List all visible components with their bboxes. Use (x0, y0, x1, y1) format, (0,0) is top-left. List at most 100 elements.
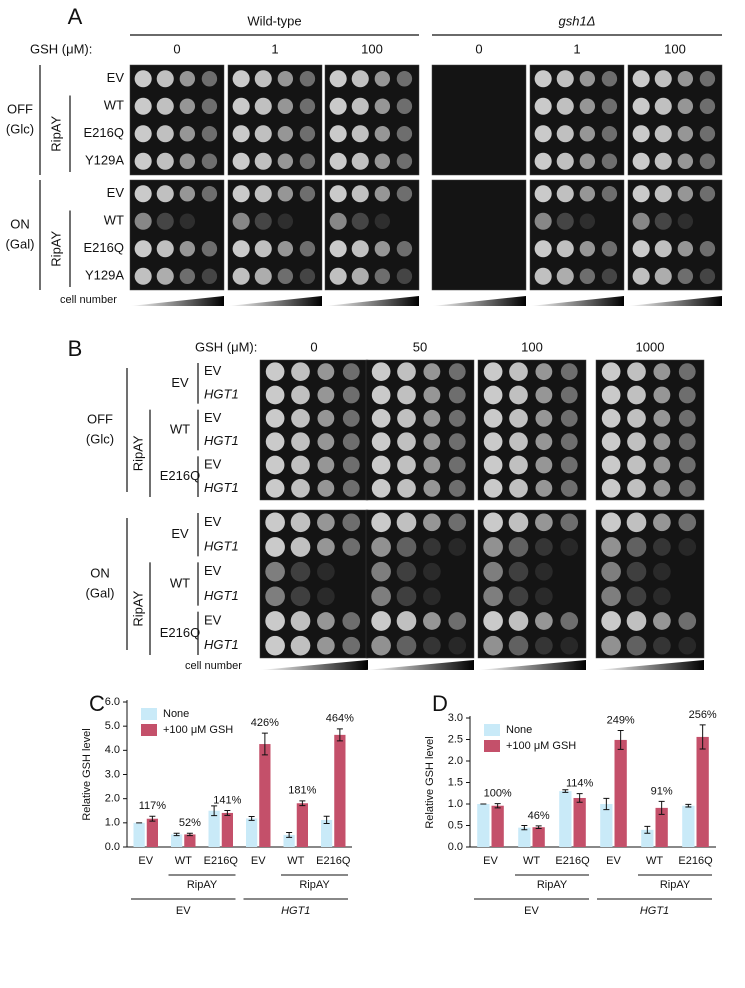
gradient-triangle (260, 660, 368, 670)
bar (559, 791, 572, 847)
spot (560, 456, 578, 474)
spot (254, 97, 272, 115)
spot (299, 71, 316, 87)
spot (677, 153, 694, 169)
spot (483, 479, 503, 498)
spot (653, 363, 671, 381)
spot (397, 479, 416, 498)
row-label: WT (104, 213, 124, 228)
spot (265, 362, 285, 381)
spot (579, 98, 596, 114)
spot (342, 538, 361, 556)
spot (626, 586, 647, 607)
spot (134, 97, 152, 115)
x-tick-label: EV (251, 855, 266, 867)
gsh-label: GSH (μM): (195, 339, 257, 354)
spot (508, 537, 529, 557)
gene-label: EV (204, 363, 222, 378)
bracket-label: RipAY (130, 590, 145, 626)
gene-label: HGT1 (204, 588, 239, 603)
spot (483, 561, 503, 582)
spot (448, 456, 466, 474)
spot (534, 125, 552, 143)
spot (351, 185, 369, 203)
spot (556, 152, 574, 170)
spot (201, 126, 218, 142)
spot (329, 125, 347, 143)
spot (290, 512, 311, 533)
x-tick-label: WT (523, 855, 540, 867)
spot (483, 455, 503, 475)
bar (246, 818, 258, 847)
spot (601, 186, 618, 202)
group-label: EV (176, 905, 191, 917)
bar (146, 818, 158, 847)
spot (179, 153, 196, 169)
spot (560, 363, 578, 381)
plate (259, 359, 369, 501)
spot (179, 213, 196, 229)
spot (654, 240, 672, 258)
spot (632, 125, 650, 143)
concentration: 0 (173, 41, 180, 56)
spot (317, 636, 335, 655)
spot (448, 386, 466, 404)
spot (556, 125, 574, 143)
spot (201, 71, 218, 87)
spot (483, 362, 503, 381)
spot (560, 409, 578, 427)
spot (254, 70, 272, 88)
spot (654, 267, 672, 285)
spot (317, 409, 335, 427)
y-tick-label: 1.0 (448, 798, 463, 810)
annotation: 464% (326, 713, 354, 725)
spot (371, 455, 391, 475)
spot (232, 125, 250, 143)
spot (535, 479, 553, 497)
spot (232, 152, 250, 170)
concentration: 0 (310, 339, 317, 354)
sub-label: RipAY (187, 879, 218, 891)
spot (371, 586, 391, 607)
spot (254, 240, 272, 258)
spot (317, 433, 335, 451)
spot (265, 635, 285, 656)
spot (423, 479, 441, 497)
row-label: EV (107, 185, 125, 200)
legend-label: None (506, 724, 532, 736)
spot (423, 587, 441, 606)
spot (317, 587, 335, 606)
spot (156, 185, 174, 203)
spot (396, 635, 417, 656)
spot (483, 586, 503, 607)
spot (290, 611, 311, 631)
spot (374, 126, 391, 142)
spot (156, 70, 174, 88)
spot (423, 409, 441, 427)
spot (601, 512, 621, 533)
spot (601, 455, 621, 475)
spot (317, 562, 335, 581)
spot (579, 126, 596, 142)
spot (653, 386, 671, 404)
spot (351, 125, 369, 143)
plasmid-label: EV (171, 375, 189, 390)
spot (632, 212, 650, 230)
spot (201, 241, 218, 257)
x-tick-label: E216Q (555, 855, 590, 867)
x-tick-label: EV (483, 855, 498, 867)
panel-label: B (68, 336, 83, 361)
gene-label: EV (204, 563, 222, 578)
plate (365, 359, 475, 501)
spot (627, 432, 646, 451)
spot (423, 386, 441, 404)
spot (483, 385, 503, 405)
spot (329, 212, 347, 230)
spot (232, 185, 250, 203)
spot (232, 212, 250, 230)
spot (277, 126, 294, 142)
spot (678, 433, 696, 451)
spot (601, 126, 618, 142)
spot (317, 386, 335, 404)
error-cap (576, 793, 583, 803)
